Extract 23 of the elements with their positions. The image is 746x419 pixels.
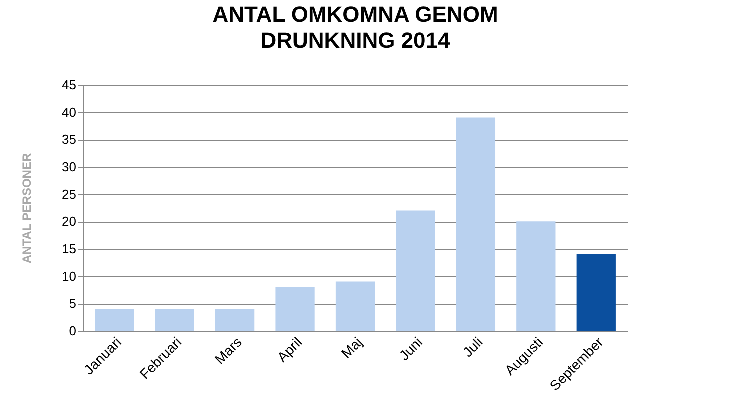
- y-tick-label: 0: [69, 324, 76, 338]
- y-axis-title: ANTAL PERSONER: [20, 153, 34, 264]
- y-tick-label: 5: [69, 296, 76, 312]
- chart-title: ANTAL OMKOMNA GENOM DRUNKNING 2014: [212, 2, 498, 53]
- y-tick-label: 40: [62, 104, 76, 120]
- y-tick-label: 20: [62, 214, 76, 230]
- x-tick-label: Juli: [460, 334, 486, 360]
- bar: [336, 282, 376, 331]
- bar: [516, 222, 556, 331]
- y-tick-label: 45: [62, 78, 76, 92]
- bar: [276, 287, 315, 331]
- y-tick-label: 10: [62, 268, 76, 284]
- bar: [155, 309, 194, 331]
- y-tick-label: 35: [62, 132, 76, 148]
- bar: [95, 309, 134, 331]
- y-tick-label: 30: [62, 160, 76, 174]
- bar: [576, 254, 616, 331]
- x-tick-label: Maj: [338, 334, 366, 362]
- bar: [396, 210, 436, 331]
- y-tick-label: 15: [62, 242, 76, 256]
- y-tick-label: 25: [62, 186, 76, 202]
- bar: [456, 118, 496, 331]
- bar: [215, 309, 255, 331]
